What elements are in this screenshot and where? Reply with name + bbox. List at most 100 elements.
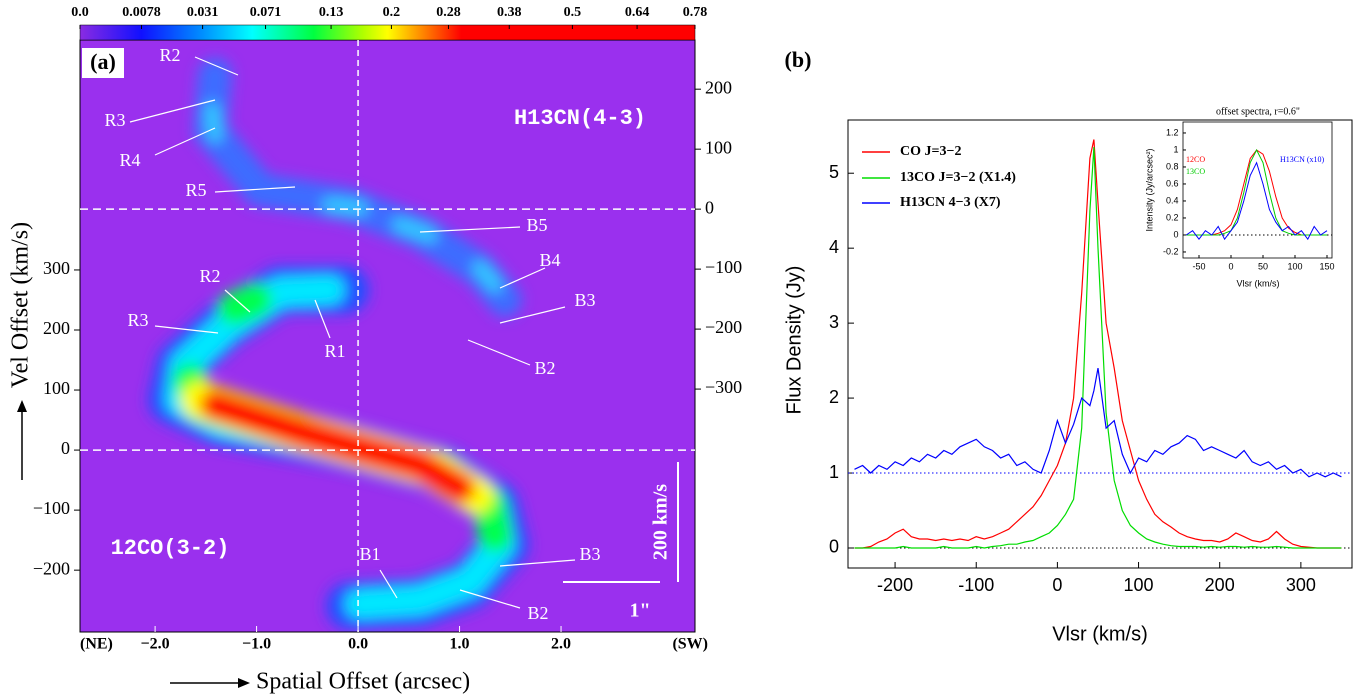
direction-label: (NE) [80,636,113,653]
colorbar-tick-label: 0.28 [436,5,461,20]
annotation-leader [499,267,546,289]
annotation: B4 [539,250,560,270]
x-tick-label: 300 [1286,575,1316,595]
annotation-leader [314,299,331,339]
x-tick-label: 2.0 [551,636,571,653]
y-tick-label: 1 [1173,144,1178,154]
y2-tick-label: 100 [705,137,732,157]
panel-label: (b) [785,47,812,72]
map-label: H13CN(4-3) [514,106,646,131]
y-tick-label: 200 [43,318,70,338]
annotation-leader [459,589,521,609]
colorbar-tick-label: 0.0 [71,5,89,20]
annotation: R3 [104,110,125,130]
annotation-leader [467,339,531,366]
y2-tick-label: −100 [705,257,742,277]
y-tick-label: −100 [33,498,70,518]
inset-y-label: Intensity (Jy/arcsec²) [1144,148,1154,231]
x-tick-label: 1.0 [450,636,470,653]
x-tick-label: 0 [1228,261,1233,271]
x-tick-label: 50 [1258,261,1268,271]
annotation: B5 [526,215,547,235]
annotation-leader [499,306,566,324]
colorbar-tick-label: 0.5 [564,5,582,20]
y-axis-label: Flux Density (Jy) [783,266,805,415]
x-tick-label: -50 [1192,261,1205,271]
annotation-leader [419,226,521,233]
y2-tick-label: 0 [705,197,714,217]
legend-label: 13CO J=3−2 (X1.4) [900,170,1016,185]
x-tick-label: -100 [958,575,994,595]
x-tick-label: -200 [877,575,913,595]
y-tick-label: -0.2 [1163,246,1179,256]
colorbar-tick-label: 0.071 [250,5,282,20]
inset-x-label: Vlsr (km/s) [1237,278,1280,288]
direction-label: (SW) [672,636,708,653]
series-line [854,367,1342,478]
series-line [854,146,1342,549]
annotation-leader [379,569,398,599]
annotation: B3 [574,290,595,310]
y-axis-label: Vel Offset (km/s) [8,222,34,388]
y-tick-label: 0 [61,438,70,458]
colorbar-tick-label: 0.64 [625,5,650,20]
inset-frame [1182,121,1333,259]
legend-label: CO J=3−2 [900,144,961,159]
y-tick-label: 1 [829,462,839,482]
panel-label: (a) [90,49,116,74]
x-tick-label: 100 [1287,261,1302,271]
y2-tick-label: −200 [705,317,742,337]
series-line [1185,161,1328,241]
y-tick-label: 3 [829,312,839,332]
annotation: B2 [527,603,548,623]
axis-arrow-head [17,400,27,412]
annotation-leader [214,186,296,193]
annotation-leader [499,559,576,567]
annotation-leader [224,289,251,313]
annotation: B3 [579,544,600,564]
y-tick-label: 2 [829,387,839,407]
colorbar-tick-label: 0.38 [497,5,522,20]
legend-label: 13CO [1186,167,1205,176]
annotation-leader [154,325,219,334]
annotation: R4 [119,150,140,170]
legend-label: H13CN 4−3 (X7) [900,195,1001,210]
x-tick-label: 0.0 [348,636,368,653]
y-tick-label: 0 [829,537,839,557]
y-tick-label: 300 [43,258,70,278]
panel-label-box [82,48,124,78]
annotation: R2 [159,45,180,65]
colorbar [79,24,696,41]
y-tick-label: 4 [829,237,839,257]
inset-title: offset spectra, r=0.6" [1216,106,1300,117]
x-tick-label: −2.0 [141,636,170,653]
y-tick-label: 1.2 [1166,127,1179,137]
colorbar-tick-label: 0.13 [319,5,344,20]
axis-arrow-head [238,678,250,688]
x-tick-label: 150 [1319,261,1334,271]
plot-frame [847,119,1353,569]
colorbar-tick-label: 0.78 [683,5,708,20]
annotation: R1 [324,341,345,361]
colorbar-tick-label: 0.2 [383,5,401,20]
y-tick-label: 0.4 [1166,195,1179,205]
scale-bar-label: 1" [629,600,650,622]
legend-label: H13CN (x10) [1280,155,1325,164]
map-label: 12CO(3-2) [111,536,230,561]
legend-label: 12CO [1186,155,1205,164]
annotation: R3 [127,310,148,330]
x-axis-label: Vlsr (km/s) [1052,623,1148,645]
series-line [1186,148,1327,236]
colorbar-tick-label: 0.0078 [122,5,161,20]
y-tick-label: 0.6 [1166,178,1179,188]
y-tick-label: 0.2 [1166,212,1179,222]
series-line [854,139,1342,549]
annotation: B1 [359,544,380,564]
x-tick-label: 0 [1052,575,1062,595]
y-tick-label: 5 [829,162,839,182]
annotation: B2 [534,358,555,378]
y-tick-label: 0.8 [1166,161,1179,171]
annotation: R2 [199,266,220,286]
x-axis-label: Spatial Offset (arcsec) [256,669,470,695]
